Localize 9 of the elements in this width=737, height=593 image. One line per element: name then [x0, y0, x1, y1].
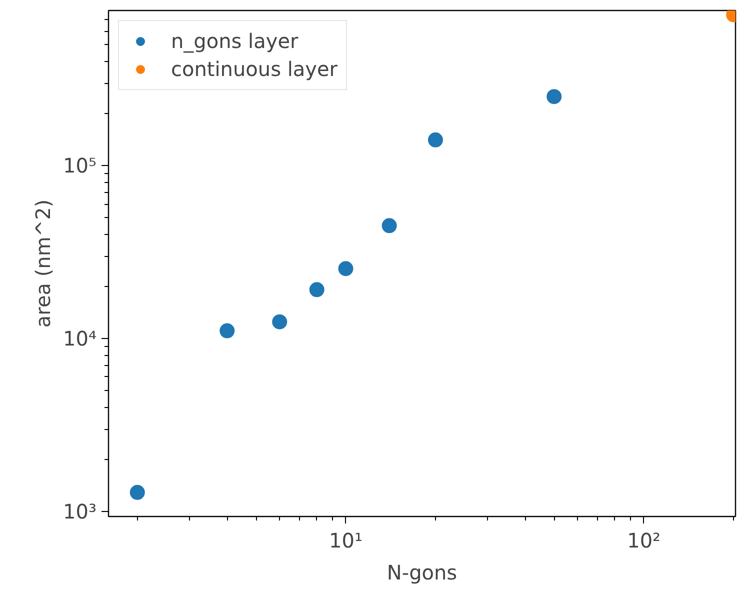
x-tick-label: 10² — [627, 528, 661, 552]
x-tick-label: 10¹ — [329, 528, 362, 552]
y-axis-title: area (nm^2) — [31, 199, 56, 328]
y-tick-label: 10⁵ — [63, 154, 96, 178]
y-tick-label: 10³ — [63, 500, 96, 524]
legend-label: continuous layer — [171, 57, 338, 81]
legend-label: n_gons layer — [171, 29, 298, 53]
y-tick-label: 10⁴ — [63, 326, 96, 351]
x-axis-title: N-gons — [386, 560, 458, 584]
